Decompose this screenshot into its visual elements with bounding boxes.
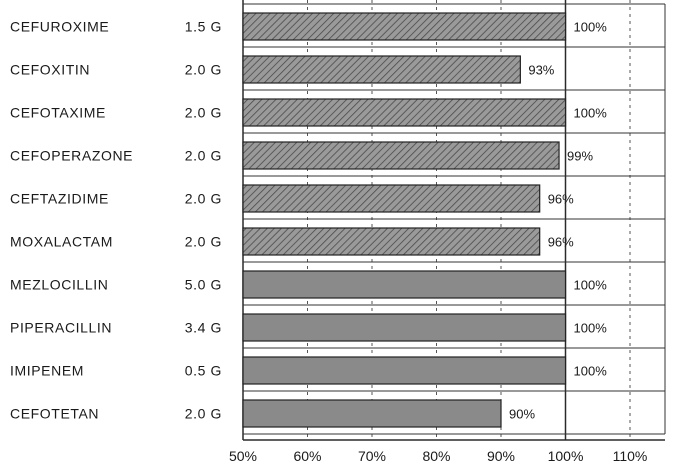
bar-1 xyxy=(242,55,521,84)
category-label-dose: 0.5 G xyxy=(185,363,222,379)
x-tick-label: 60% xyxy=(293,448,321,464)
x-tick-labels: 50% 60% 70% 80% 90% 100% 110% xyxy=(229,448,647,464)
bar-3 xyxy=(242,141,560,170)
bar-9 xyxy=(242,399,502,428)
value-label: 93% xyxy=(528,63,554,78)
category-label-dose: 5.0 G xyxy=(185,277,222,293)
category-label-dose: 2.0 G xyxy=(185,191,222,207)
category-label-dose: 1.5 G xyxy=(185,19,222,35)
category-label-drug: MEZLOCILLIN xyxy=(10,277,108,293)
bar-5 xyxy=(242,227,541,256)
x-tick-label: 50% xyxy=(229,448,257,464)
category-label-dose: 2.0 G xyxy=(185,105,222,121)
bar-4 xyxy=(242,184,541,213)
value-label: 100% xyxy=(574,364,608,379)
bar-8 xyxy=(242,356,567,385)
category-label-drug: CEFOTETAN xyxy=(10,406,99,422)
bar-0 xyxy=(242,12,567,41)
x-tick-label: 80% xyxy=(422,448,450,464)
category-label-drug: CEFOTAXIME xyxy=(10,105,106,121)
value-label: 96% xyxy=(548,192,574,207)
x-tick-label: 100% xyxy=(548,448,584,464)
x-tick-label: 70% xyxy=(358,448,386,464)
value-label: 100% xyxy=(574,278,608,293)
category-label-dose: 2.0 G xyxy=(185,234,222,250)
x-tick-label: 110% xyxy=(613,448,648,464)
category-label-drug: MOXALACTAM xyxy=(10,234,113,250)
category-label-drug: PIPERACILLIN xyxy=(10,320,112,336)
category-label-dose: 2.0 G xyxy=(185,406,222,422)
value-label: 100% xyxy=(574,106,608,121)
category-labels: CEFUROXIME 1.5 G CEFOXITIN 2.0 G CEFOTAXIME 2… xyxy=(10,19,222,422)
value-label: 96% xyxy=(548,235,574,250)
bar-6 xyxy=(242,270,567,299)
bar-2 xyxy=(242,98,567,127)
category-label-dose: 3.4 G xyxy=(185,320,222,336)
category-label-drug: CEFUROXIME xyxy=(10,19,109,35)
bar-7 xyxy=(242,313,567,342)
category-label-drug: IMIPENEM xyxy=(10,363,84,379)
category-label-dose: 2.0 G xyxy=(185,148,222,164)
value-labels: 100% 93% 100% 99% 96% 96% 100% 100% 100% 90% xyxy=(509,20,607,422)
value-label: 99% xyxy=(567,149,593,164)
category-label-drug: CEFTAZIDIME xyxy=(10,191,109,207)
bars xyxy=(242,12,567,428)
value-label: 100% xyxy=(574,20,608,35)
x-tick-label: 90% xyxy=(487,448,515,464)
category-label-dose: 2.0 G xyxy=(185,62,222,78)
value-label: 100% xyxy=(574,321,608,336)
category-label-drug: CEFOXITIN xyxy=(10,62,90,78)
value-label: 90% xyxy=(509,407,535,422)
category-label-drug: CEFOPERAZONE xyxy=(10,148,133,164)
